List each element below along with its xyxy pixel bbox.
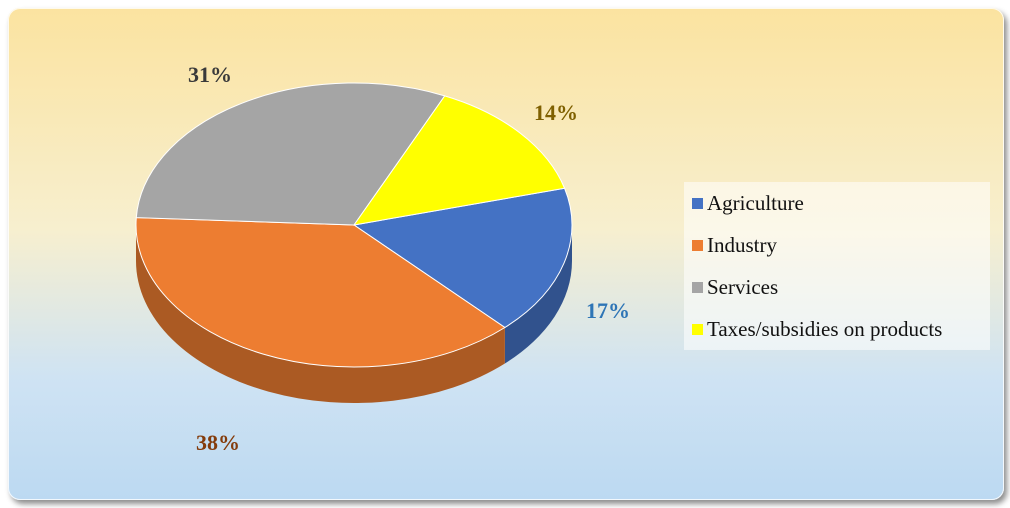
data-label-industry: 38%: [196, 430, 240, 455]
pie-side-agriculture: [504, 225, 572, 364]
legend-swatch-agriculture: [692, 197, 703, 209]
pie-slice-agriculture: [352, 187, 573, 329]
legend-item-industry: Industry: [692, 232, 777, 258]
pie-slice-taxes: [352, 95, 566, 226]
pie-slice-industry: [135, 217, 506, 368]
legend-swatch-industry: [692, 239, 703, 251]
legend: Agriculture Industry Services Taxes/subs…: [684, 182, 990, 350]
legend-label-services: Services: [707, 274, 779, 299]
pie-side-industry: [136, 225, 505, 403]
data-label-agriculture: 17%: [586, 298, 630, 323]
data-label-services: 31%: [188, 62, 232, 87]
legend-item-taxes: Taxes/subsidies on products: [692, 316, 942, 342]
pie-slice-services: [135, 82, 446, 226]
legend-label-agriculture: Agriculture: [707, 190, 804, 215]
data-label-taxes: 14%: [534, 100, 578, 125]
legend-label-taxes: Taxes/subsidies on products: [707, 316, 943, 341]
legend-item-services: Services: [692, 274, 778, 300]
legend-item-agriculture: Agriculture: [692, 190, 804, 216]
legend-swatch-taxes: [692, 323, 703, 335]
legend-label-industry: Industry: [707, 232, 777, 257]
legend-swatch-services: [692, 281, 703, 293]
